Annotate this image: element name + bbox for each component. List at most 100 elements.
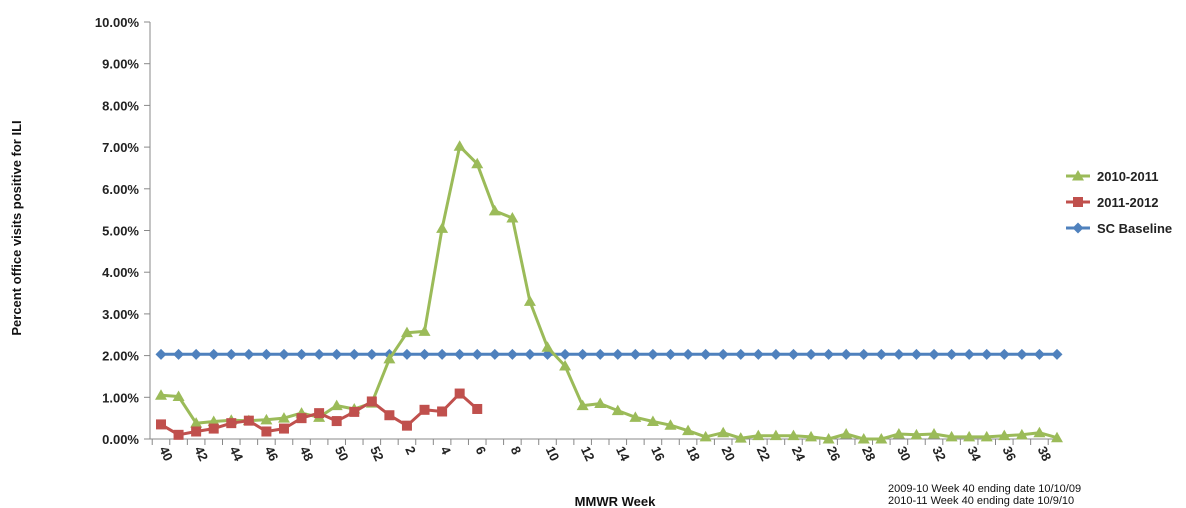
data-point (840, 348, 852, 360)
x-tick-label: 46 (262, 444, 282, 463)
data-point (436, 348, 448, 360)
data-point (611, 404, 624, 416)
data-point (419, 404, 430, 415)
data-point (523, 295, 536, 306)
data-point (646, 415, 659, 426)
data-point (910, 348, 922, 360)
footnote: 2010-11 Week 40 ending date 10/9/10 (888, 495, 1074, 507)
x-tick-label: 20 (718, 444, 738, 463)
x-tick-label: 34 (964, 444, 984, 464)
data-point (963, 348, 975, 360)
data-point (717, 348, 729, 360)
y-tick-label: 0.00% (102, 432, 139, 447)
y-tick-label: 4.00% (102, 265, 139, 280)
series-line (160, 144, 1058, 441)
data-point (840, 427, 853, 439)
data-point (278, 348, 290, 360)
data-point (664, 419, 677, 430)
y-axis-ticks: 0.00% 1.00% 2.00% 3.00% 4.00% 5.00% 6.00% 7.00%… (95, 15, 150, 447)
data-point (752, 429, 765, 441)
data-point (260, 413, 273, 425)
data-point (594, 348, 606, 360)
data-point (243, 348, 255, 360)
data-point (857, 433, 870, 444)
x-tick-label: 44 (227, 444, 247, 464)
y-tick-label: 8.00% (102, 98, 139, 113)
x-tick-label: 12 (578, 444, 598, 463)
x-tick-label: 42 (191, 444, 211, 463)
data-point (1051, 431, 1063, 443)
data-point (453, 140, 466, 151)
y-tick-label: 2.00% (102, 349, 139, 364)
data-point (366, 348, 378, 360)
data-point (400, 326, 413, 338)
data-point (717, 426, 730, 438)
data-point (734, 432, 747, 443)
x-axis-title: MMWR Week (575, 494, 656, 508)
data-point (226, 418, 237, 429)
data-point (190, 348, 202, 360)
data-point (419, 348, 431, 360)
data-point (277, 412, 290, 423)
x-tick-label: 40 (156, 444, 176, 463)
y-tick-label: 10.00% (95, 15, 140, 30)
data-point (963, 430, 976, 442)
data-point (208, 423, 219, 434)
data-point (314, 408, 325, 419)
x-tick-label: 6 (473, 444, 490, 457)
data-point (260, 348, 272, 360)
x-tick-label: 2 (402, 444, 419, 457)
y-tick-label: 6.00% (102, 182, 139, 197)
data-point (822, 433, 835, 444)
y-tick-label: 3.00% (102, 307, 139, 322)
legend-label: 2010-2011 (1097, 169, 1158, 184)
series-layer (155, 140, 1063, 444)
data-point (980, 430, 993, 442)
y-tick-label: 5.00% (102, 224, 139, 239)
data-point (155, 389, 167, 400)
x-tick-label: 48 (297, 444, 317, 463)
data-point (313, 348, 325, 360)
data-point (191, 426, 202, 437)
data-point (471, 157, 484, 169)
x-tick-label: 26 (824, 444, 844, 463)
x-tick-label: 8 (508, 444, 525, 457)
annotations: 2009-10 Week 40 ending date 10/10/092010… (888, 483, 1081, 507)
data-point (155, 348, 167, 360)
data-point (489, 348, 501, 360)
data-point (998, 348, 1010, 360)
data-point (349, 406, 360, 417)
footnote: 2009-10 Week 40 ending date 10/10/09 (888, 483, 1081, 495)
data-point (700, 348, 712, 360)
data-point (1016, 348, 1028, 360)
data-point (208, 348, 220, 360)
x-tick-label: 22 (754, 444, 774, 463)
data-point (296, 348, 308, 360)
data-point (472, 403, 483, 414)
data-point (910, 428, 923, 440)
data-point (366, 396, 377, 407)
data-point (805, 348, 817, 360)
legend-item: 2011-2012 (1066, 195, 1158, 210)
data-point (190, 417, 203, 428)
data-point (823, 348, 835, 360)
series-2011-2012 (156, 388, 483, 440)
data-point (594, 397, 607, 409)
data-point (524, 348, 536, 360)
data-point (893, 348, 905, 360)
data-point (787, 348, 799, 360)
data-point (647, 348, 659, 360)
x-tick-label: 10 (543, 444, 563, 463)
x-tick-label: 14 (613, 444, 633, 464)
data-point (998, 429, 1011, 441)
x-tick-label: 32 (929, 444, 949, 463)
data-point (682, 348, 694, 360)
x-tick-label: 36 (1000, 444, 1020, 463)
legend-label: SC Baseline (1097, 221, 1172, 236)
data-point (401, 348, 413, 360)
data-point (928, 348, 940, 360)
data-point (735, 348, 747, 360)
data-point (488, 204, 501, 216)
data-point (946, 348, 958, 360)
